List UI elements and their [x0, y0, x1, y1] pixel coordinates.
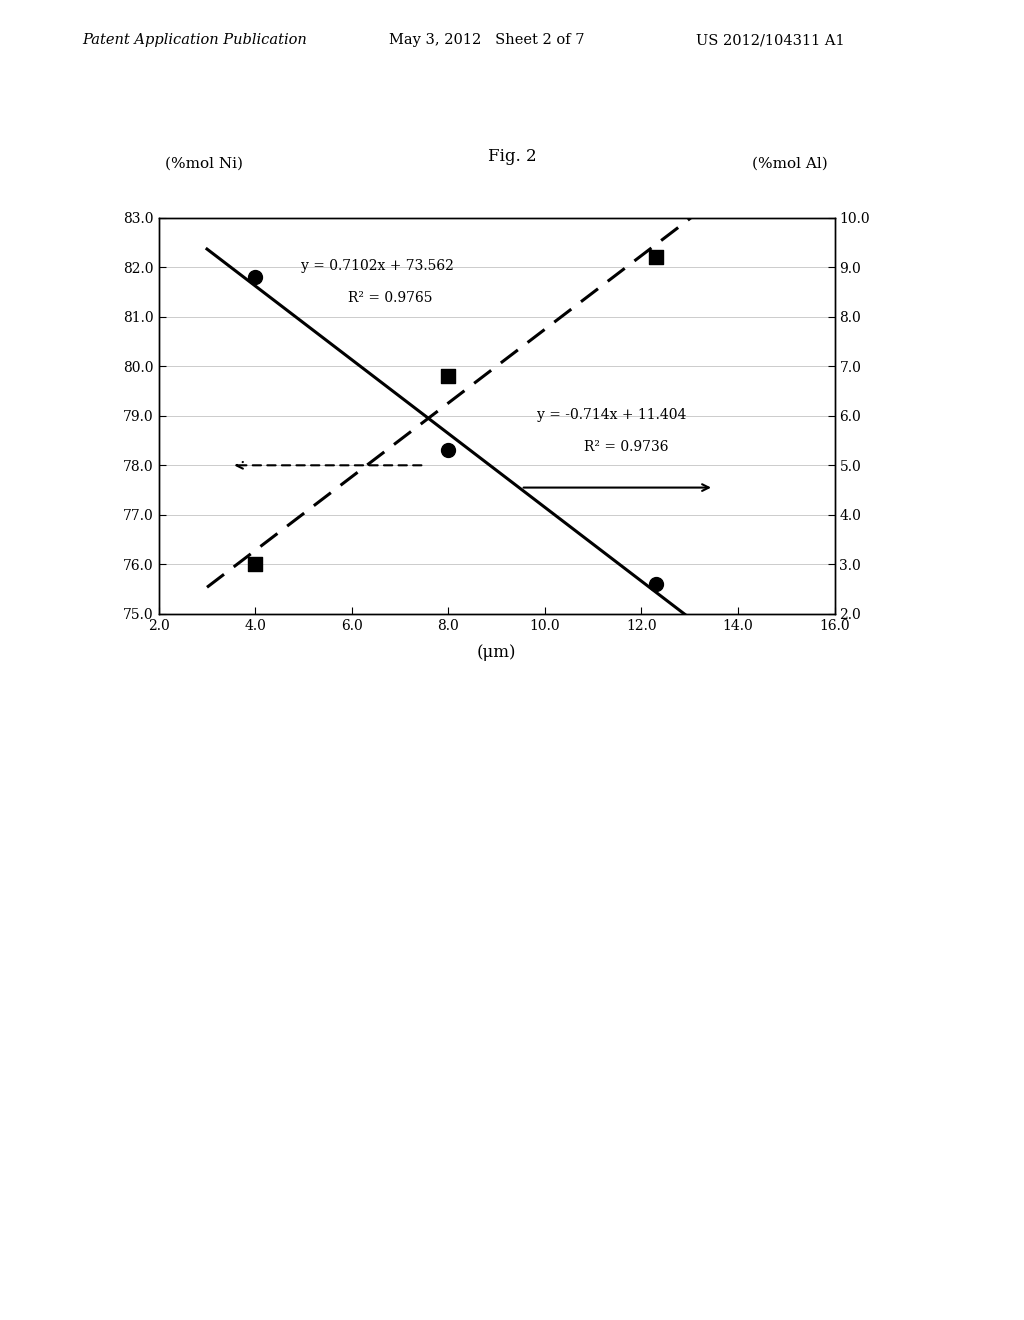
Point	[247, 267, 263, 288]
Text: Fig. 2: Fig. 2	[487, 148, 537, 165]
Point	[247, 554, 263, 576]
Text: R² = 0.9736: R² = 0.9736	[585, 440, 669, 454]
Point	[440, 440, 457, 461]
Point	[440, 366, 457, 387]
Point	[648, 247, 665, 268]
Text: US 2012/104311 A1: US 2012/104311 A1	[696, 33, 845, 48]
Text: y = -0.714x + 11.404: y = -0.714x + 11.404	[538, 408, 686, 422]
Text: (%mol Al): (%mol Al)	[752, 156, 827, 170]
Point	[648, 574, 665, 595]
Text: (%mol Ni): (%mol Ni)	[166, 156, 244, 170]
Text: May 3, 2012   Sheet 2 of 7: May 3, 2012 Sheet 2 of 7	[389, 33, 585, 48]
Text: y = 0.7102x + 73.562: y = 0.7102x + 73.562	[301, 259, 454, 273]
Text: Patent Application Publication: Patent Application Publication	[82, 33, 306, 48]
Text: R² = 0.9765: R² = 0.9765	[348, 290, 432, 305]
X-axis label: (μm): (μm)	[477, 644, 516, 661]
